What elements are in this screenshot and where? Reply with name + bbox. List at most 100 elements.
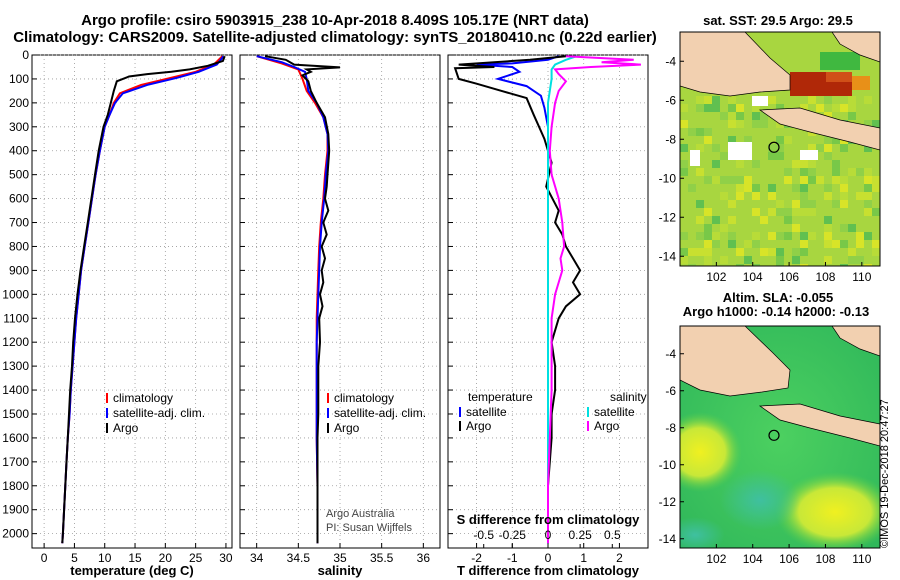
y-tick-label: -10 <box>659 171 677 185</box>
legend-entry: Argo <box>334 421 360 435</box>
sst-pixel <box>680 144 688 152</box>
sst-pixel <box>680 120 688 128</box>
sst-pixel <box>856 192 864 200</box>
sst-pixel <box>720 256 728 264</box>
sst-pixel <box>728 120 736 128</box>
sla-map-subtitle: Argo h1000: -0.14 h2000: -0.13 <box>683 304 869 319</box>
sst-pixel <box>768 248 776 256</box>
sst-pixel <box>696 96 704 104</box>
sst-pixel <box>864 96 872 104</box>
sst-pixel <box>728 136 736 144</box>
sst-pixel <box>704 96 712 104</box>
sst-pixel <box>744 240 752 248</box>
sst-pixel <box>680 248 688 256</box>
sla-low-anomaly <box>720 470 800 530</box>
sst-pixel <box>800 208 808 216</box>
x-tick-label: 35 <box>333 551 347 565</box>
y-tick-label: 100 <box>9 72 29 86</box>
sst-pixel <box>832 136 840 144</box>
x-tick-label: 30 <box>219 551 233 565</box>
sst-pixel <box>832 200 840 208</box>
sst-pixel <box>800 168 808 176</box>
sst-pixel <box>744 136 752 144</box>
sst-pixel <box>832 264 840 266</box>
sst-pixel <box>792 184 800 192</box>
sla-map: 102 104 106 108 110 -4 -6 -8 -10 -12 -14 <box>659 325 881 566</box>
sst-pixel <box>688 232 696 240</box>
sst-pixel <box>840 184 848 192</box>
sst-pixel <box>824 248 832 256</box>
sst-pixel <box>696 184 704 192</box>
sst-pixel <box>824 136 832 144</box>
y-tick-label: 800 <box>9 239 29 253</box>
sst-pixel <box>720 176 728 184</box>
sst-pixel <box>808 200 816 208</box>
sst-pixel <box>680 256 688 264</box>
sst-pixel <box>784 96 792 104</box>
sst-pixel <box>752 240 760 248</box>
sla-map-title: Altim. SLA: -0.055 <box>723 290 834 305</box>
sst-pixel <box>736 104 744 112</box>
salinity-series-argo <box>264 55 341 544</box>
sst-pixel <box>712 232 720 240</box>
x-tick-label: 0 <box>545 551 552 565</box>
sst-pixel <box>744 184 752 192</box>
sst-map-field <box>680 32 880 266</box>
x-tick-label: 106 <box>779 270 799 284</box>
sst-pixel <box>704 128 712 136</box>
sst-pixel <box>856 232 864 240</box>
sst-pixel <box>824 256 832 264</box>
sst-pixel <box>808 208 816 216</box>
sst-pixel <box>840 192 848 200</box>
chart-title: Argo profile: csiro 5903915_238 10-Apr-2… <box>81 12 589 29</box>
sst-pixel <box>704 232 712 240</box>
y-tick-label: 2000 <box>2 527 29 541</box>
sst-pixel <box>712 240 720 248</box>
land-borneo <box>831 326 880 357</box>
sst-green-patch <box>820 52 860 70</box>
sst-pixel <box>808 176 816 184</box>
y-tick-label: -6 <box>665 93 676 107</box>
sla-low-anomaly <box>680 517 725 548</box>
sst-pixel <box>848 208 856 216</box>
temperature-grid <box>32 54 232 548</box>
y-tick-label: 1300 <box>2 359 29 373</box>
sst-pixel <box>736 224 744 232</box>
sst-pixel <box>848 96 856 104</box>
sst-pixel <box>792 208 800 216</box>
sst-pixel <box>720 152 728 160</box>
sst-pixel <box>768 96 776 104</box>
sst-pixel <box>864 120 872 128</box>
sst-pixel <box>720 160 728 168</box>
y-tick-label: 1200 <box>2 335 29 349</box>
sst-pixel <box>712 160 720 168</box>
x2-tick-label: -0.5 <box>473 528 494 542</box>
sst-pixel <box>728 104 736 112</box>
sst-pixel <box>784 208 792 216</box>
sst-pixel <box>832 256 840 264</box>
sst-pixel <box>760 192 768 200</box>
y-tick-label: -12 <box>659 495 677 509</box>
sst-pixel <box>752 208 760 216</box>
sst-missing-data <box>728 142 752 160</box>
sst-pixel <box>872 152 880 160</box>
sst-pixel <box>872 120 880 128</box>
y-tick-label: 1100 <box>3 311 29 325</box>
sst-pixel <box>680 128 688 136</box>
temperature-series-satellite-adj-clim- <box>61 55 225 544</box>
y-tick-label: 400 <box>9 144 29 158</box>
temperature-xlabel: temperature (deg C) <box>70 563 194 578</box>
sst-pixel <box>728 176 736 184</box>
sst-pixel <box>784 144 792 152</box>
sst-pixel <box>736 248 744 256</box>
sst-pixel <box>712 96 720 104</box>
sst-pixel <box>696 104 704 112</box>
sst-pixel <box>712 216 720 224</box>
sst-pixel <box>760 248 768 256</box>
y-tick-label: 1700 <box>2 455 29 469</box>
temperature-panel: 0 5 10 15 20 25 300100200300400500600700800900… <box>2 48 233 578</box>
sst-pixel <box>784 264 792 266</box>
x-tick-label: 104 <box>743 270 763 284</box>
sst-pixel <box>704 256 712 264</box>
